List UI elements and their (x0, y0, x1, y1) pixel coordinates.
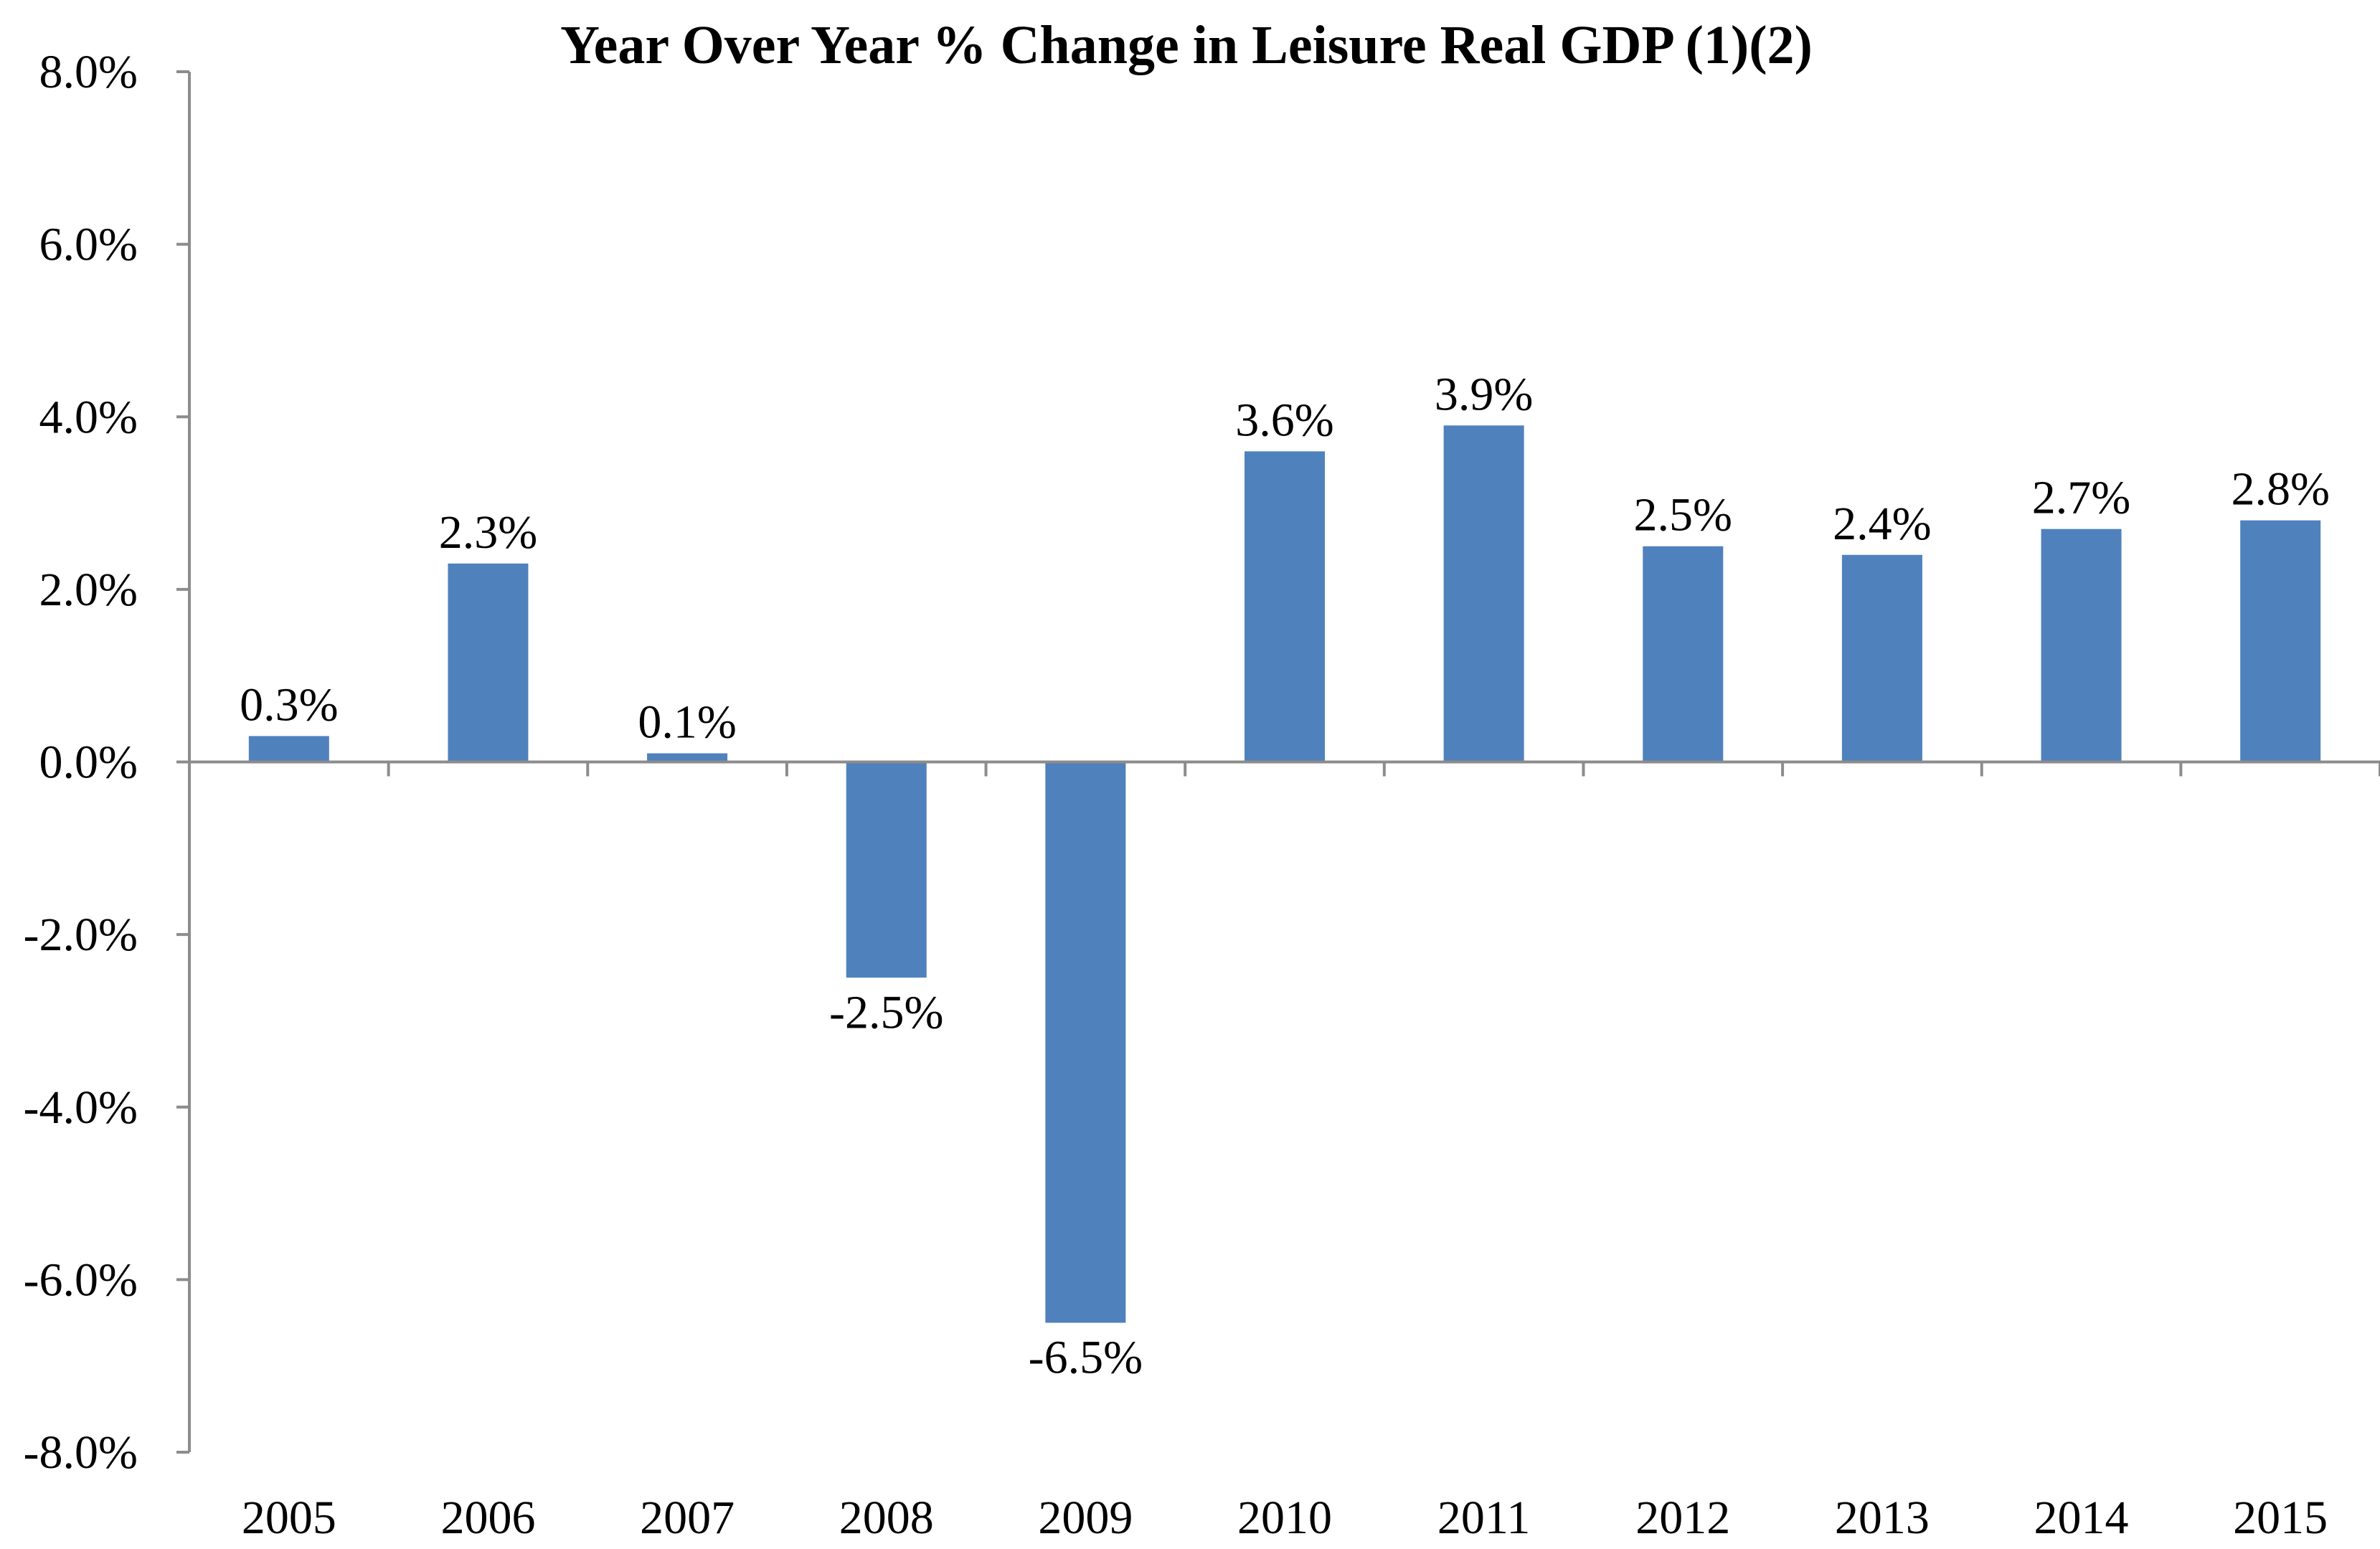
x-tick-label: 2009 (1038, 1492, 1133, 1544)
bars (248, 425, 2321, 1323)
bar-2015 (2240, 520, 2321, 762)
data-label: -6.5% (1029, 1332, 1143, 1384)
bar-2007 (647, 753, 728, 762)
bar-2014 (2041, 529, 2122, 762)
data-label: 0.1% (638, 696, 736, 748)
data-label: 0.3% (240, 678, 338, 731)
y-tick-label: -4.0% (24, 1081, 138, 1134)
x-tick-label: 2012 (1635, 1492, 1730, 1544)
x-tick-label: 2014 (2034, 1492, 2129, 1544)
data-label: 2.7% (2032, 472, 2130, 524)
data-labels: 0.3% 2.3% 0.1% -2.5% -6.5% 3.6% 3.9% 2.5% 2.4% 2.… (240, 368, 2330, 1383)
bar-2006 (448, 563, 529, 762)
y-tick-label: -2.0% (24, 909, 138, 961)
bar-2011 (1443, 425, 1524, 762)
bar-2008 (846, 762, 927, 978)
x-tick-label: 2006 (440, 1492, 535, 1544)
bar-2013 (1841, 554, 1922, 762)
x-tick-label: 2005 (242, 1492, 336, 1544)
bar-2009 (1045, 762, 1126, 1323)
y-tick-label: -6.0% (24, 1254, 138, 1306)
y-tick-label: 4.0% (39, 391, 138, 443)
bar-2005 (248, 736, 329, 762)
y-axis: 8.0% 6.0% 4.0% 2.0% 0.0% -2.0% -4.0% -6.0% -8.0% (24, 46, 191, 1479)
data-label: 3.6% (1235, 394, 1333, 446)
x-tick-label: 2008 (839, 1492, 934, 1544)
data-label: -2.5% (829, 986, 943, 1038)
y-tick-label: 0.0% (39, 736, 138, 789)
x-tick-label: 2007 (640, 1492, 735, 1544)
chart-title: Year Over Year % Change in Leisure Real … (560, 15, 1813, 75)
y-tick-label: 6.0% (39, 219, 138, 271)
data-label: 2.3% (439, 506, 537, 559)
data-label: 2.4% (1833, 498, 1931, 550)
bar-2012 (1643, 546, 1724, 762)
bar-2010 (1245, 451, 1325, 762)
data-label: 2.5% (1634, 489, 1732, 541)
y-tick-label: 8.0% (39, 46, 138, 98)
x-tick-label: 2013 (1835, 1492, 1930, 1544)
y-tick-label: 2.0% (39, 564, 138, 616)
data-label: 3.9% (1435, 368, 1533, 420)
x-tick-label: 2015 (2233, 1492, 2328, 1544)
x-tick-label: 2011 (1437, 1492, 1531, 1544)
x-axis: 2005 2006 2007 2008 2009 2010 2011 2012 2013 2014… (189, 760, 2380, 1544)
y-tick-label: -8.0% (24, 1426, 138, 1479)
x-tick-label: 2010 (1237, 1492, 1332, 1544)
data-label: 2.8% (2231, 463, 2329, 516)
